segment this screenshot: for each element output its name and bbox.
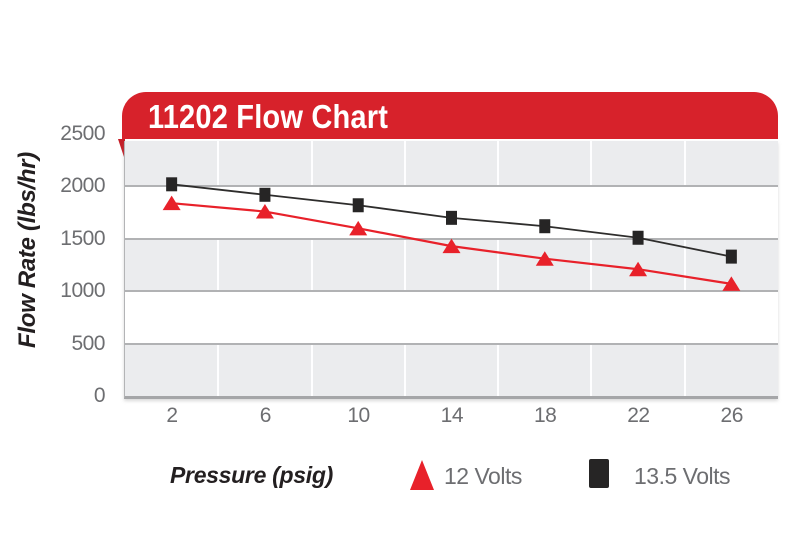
vertical-gridline <box>310 141 313 396</box>
chart-title: 11202 Flow Chart <box>148 98 389 135</box>
y-tick-label: 2500 <box>60 122 105 145</box>
x-tick-label: 18 <box>533 404 557 427</box>
banner-fold-ribbon <box>118 139 125 160</box>
data-point-12-volts-10psig <box>349 220 368 236</box>
plot-area <box>124 141 778 399</box>
vertical-gridline <box>590 141 593 396</box>
data-point-12-volts-6psig <box>255 204 274 219</box>
series-layer <box>162 177 741 291</box>
y-tick-label: 2000 <box>60 174 105 198</box>
data-point-13-5-volts-2psig <box>166 177 178 192</box>
data-point-12-volts-2psig <box>162 195 181 211</box>
data-point-13-5-volts-18psig <box>539 219 551 234</box>
x-tick-label: 6 <box>259 404 272 427</box>
x-tick-label: 10 <box>347 404 370 427</box>
plot-band <box>125 343 778 396</box>
data-point-12-volts-26psig <box>722 276 741 291</box>
data-point-12-volts-18psig <box>535 251 554 266</box>
data-point-13-5-volts-22psig <box>632 230 644 245</box>
x-tick-label: 2 <box>166 404 178 427</box>
x-tick-label: 14 <box>440 404 464 427</box>
legend-label-13-5-volts: 13.5 Volts <box>634 463 731 489</box>
legend-square-marker-icon <box>589 459 609 488</box>
legend-triangle-marker-icon <box>410 460 434 490</box>
legend-label-12-volts: 12 Volts <box>444 463 522 489</box>
data-point-12-volts-14psig <box>442 238 461 254</box>
horizontal-gridline <box>125 290 778 293</box>
y-tick-label: 1500 <box>60 226 105 250</box>
x-tick-label: 26 <box>720 404 744 427</box>
x-tick-label: 22 <box>627 404 650 427</box>
y-tick-label: 0 <box>93 384 106 407</box>
y-tick-label: 1000 <box>60 279 105 303</box>
data-point-13-5-volts-26psig <box>725 249 737 264</box>
vertical-gridline <box>497 141 500 396</box>
chart-header-banner: 11202 Flow Chart <box>122 92 778 139</box>
data-point-12-volts-22psig <box>629 261 648 277</box>
vertical-gridline <box>683 141 686 396</box>
x-axis-title: Pressure (psig) <box>170 462 333 488</box>
data-point-13-5-volts-14psig <box>446 210 457 225</box>
vertical-gridline <box>217 141 220 396</box>
plot-band <box>125 141 778 187</box>
horizontal-gridline <box>125 185 778 188</box>
data-point-13-5-volts-10psig <box>352 198 364 213</box>
data-point-13-5-volts-6psig <box>259 187 271 202</box>
plot-band <box>125 291 778 344</box>
horizontal-gridline <box>125 342 778 345</box>
vertical-gridline <box>403 141 406 396</box>
y-tick-label: 500 <box>71 331 105 355</box>
